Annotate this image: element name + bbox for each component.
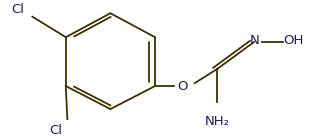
Text: O: O: [177, 80, 188, 93]
Text: Cl: Cl: [49, 124, 62, 137]
Text: Cl: Cl: [11, 3, 24, 16]
Text: OH: OH: [284, 34, 304, 47]
Text: NH₂: NH₂: [205, 115, 230, 128]
Text: N: N: [250, 34, 260, 47]
